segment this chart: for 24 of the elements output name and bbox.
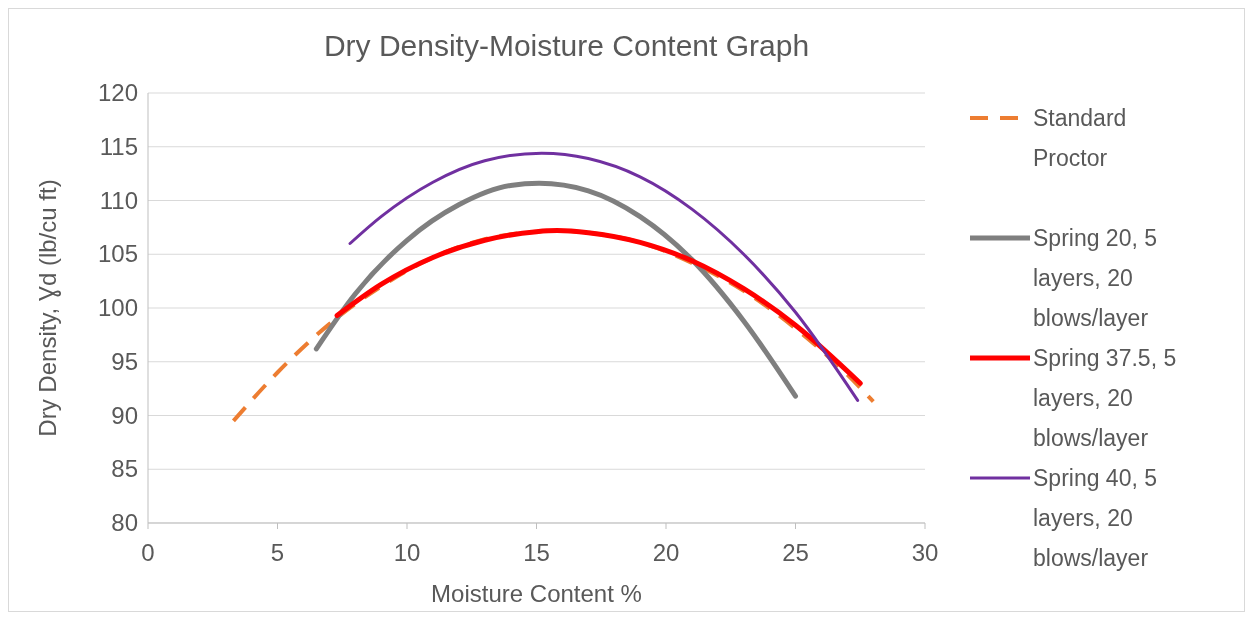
line-series (348, 151, 860, 402)
x-tick-label: 30 (911, 539, 939, 566)
x-tick-label: 20 (652, 539, 680, 566)
y-tick-label: 95 (111, 347, 138, 375)
y-tick-label: 105 (97, 240, 138, 268)
x-tick-label: 10 (393, 539, 421, 566)
legend-label: Spring 40, 5 layers, 20 blows/layer (1033, 465, 1158, 571)
x-tick-label: 5 (270, 539, 285, 566)
y-tick-label: 110 (99, 186, 138, 214)
y-tick-label: 85 (111, 455, 138, 483)
x-tick-label: 25 (782, 539, 809, 566)
legend-label: Spring 37.5, 5 layers, 20 blows/layer (1033, 345, 1177, 451)
y-axis-title: Dry Density, Ɣd (lb/cu ft) (34, 179, 61, 437)
y-tick-label: 115 (99, 132, 138, 160)
x-tick-label: 0 (141, 539, 155, 566)
x-tick-label: 15 (523, 539, 550, 566)
y-tick-label: 120 (97, 79, 138, 106)
y-tick-label: 100 (97, 294, 138, 321)
y-tick-label: 80 (111, 509, 138, 536)
y-tick-label: 90 (111, 401, 138, 429)
legend-label: Spring 20, 5 layers, 20 blows/layer (1033, 225, 1158, 331)
chart-title: Dry Density-Moisture Content Graph (323, 29, 810, 62)
legend-label: Standard Proctor (1033, 105, 1127, 171)
x-axis-title: Moisture Content % (431, 580, 642, 607)
